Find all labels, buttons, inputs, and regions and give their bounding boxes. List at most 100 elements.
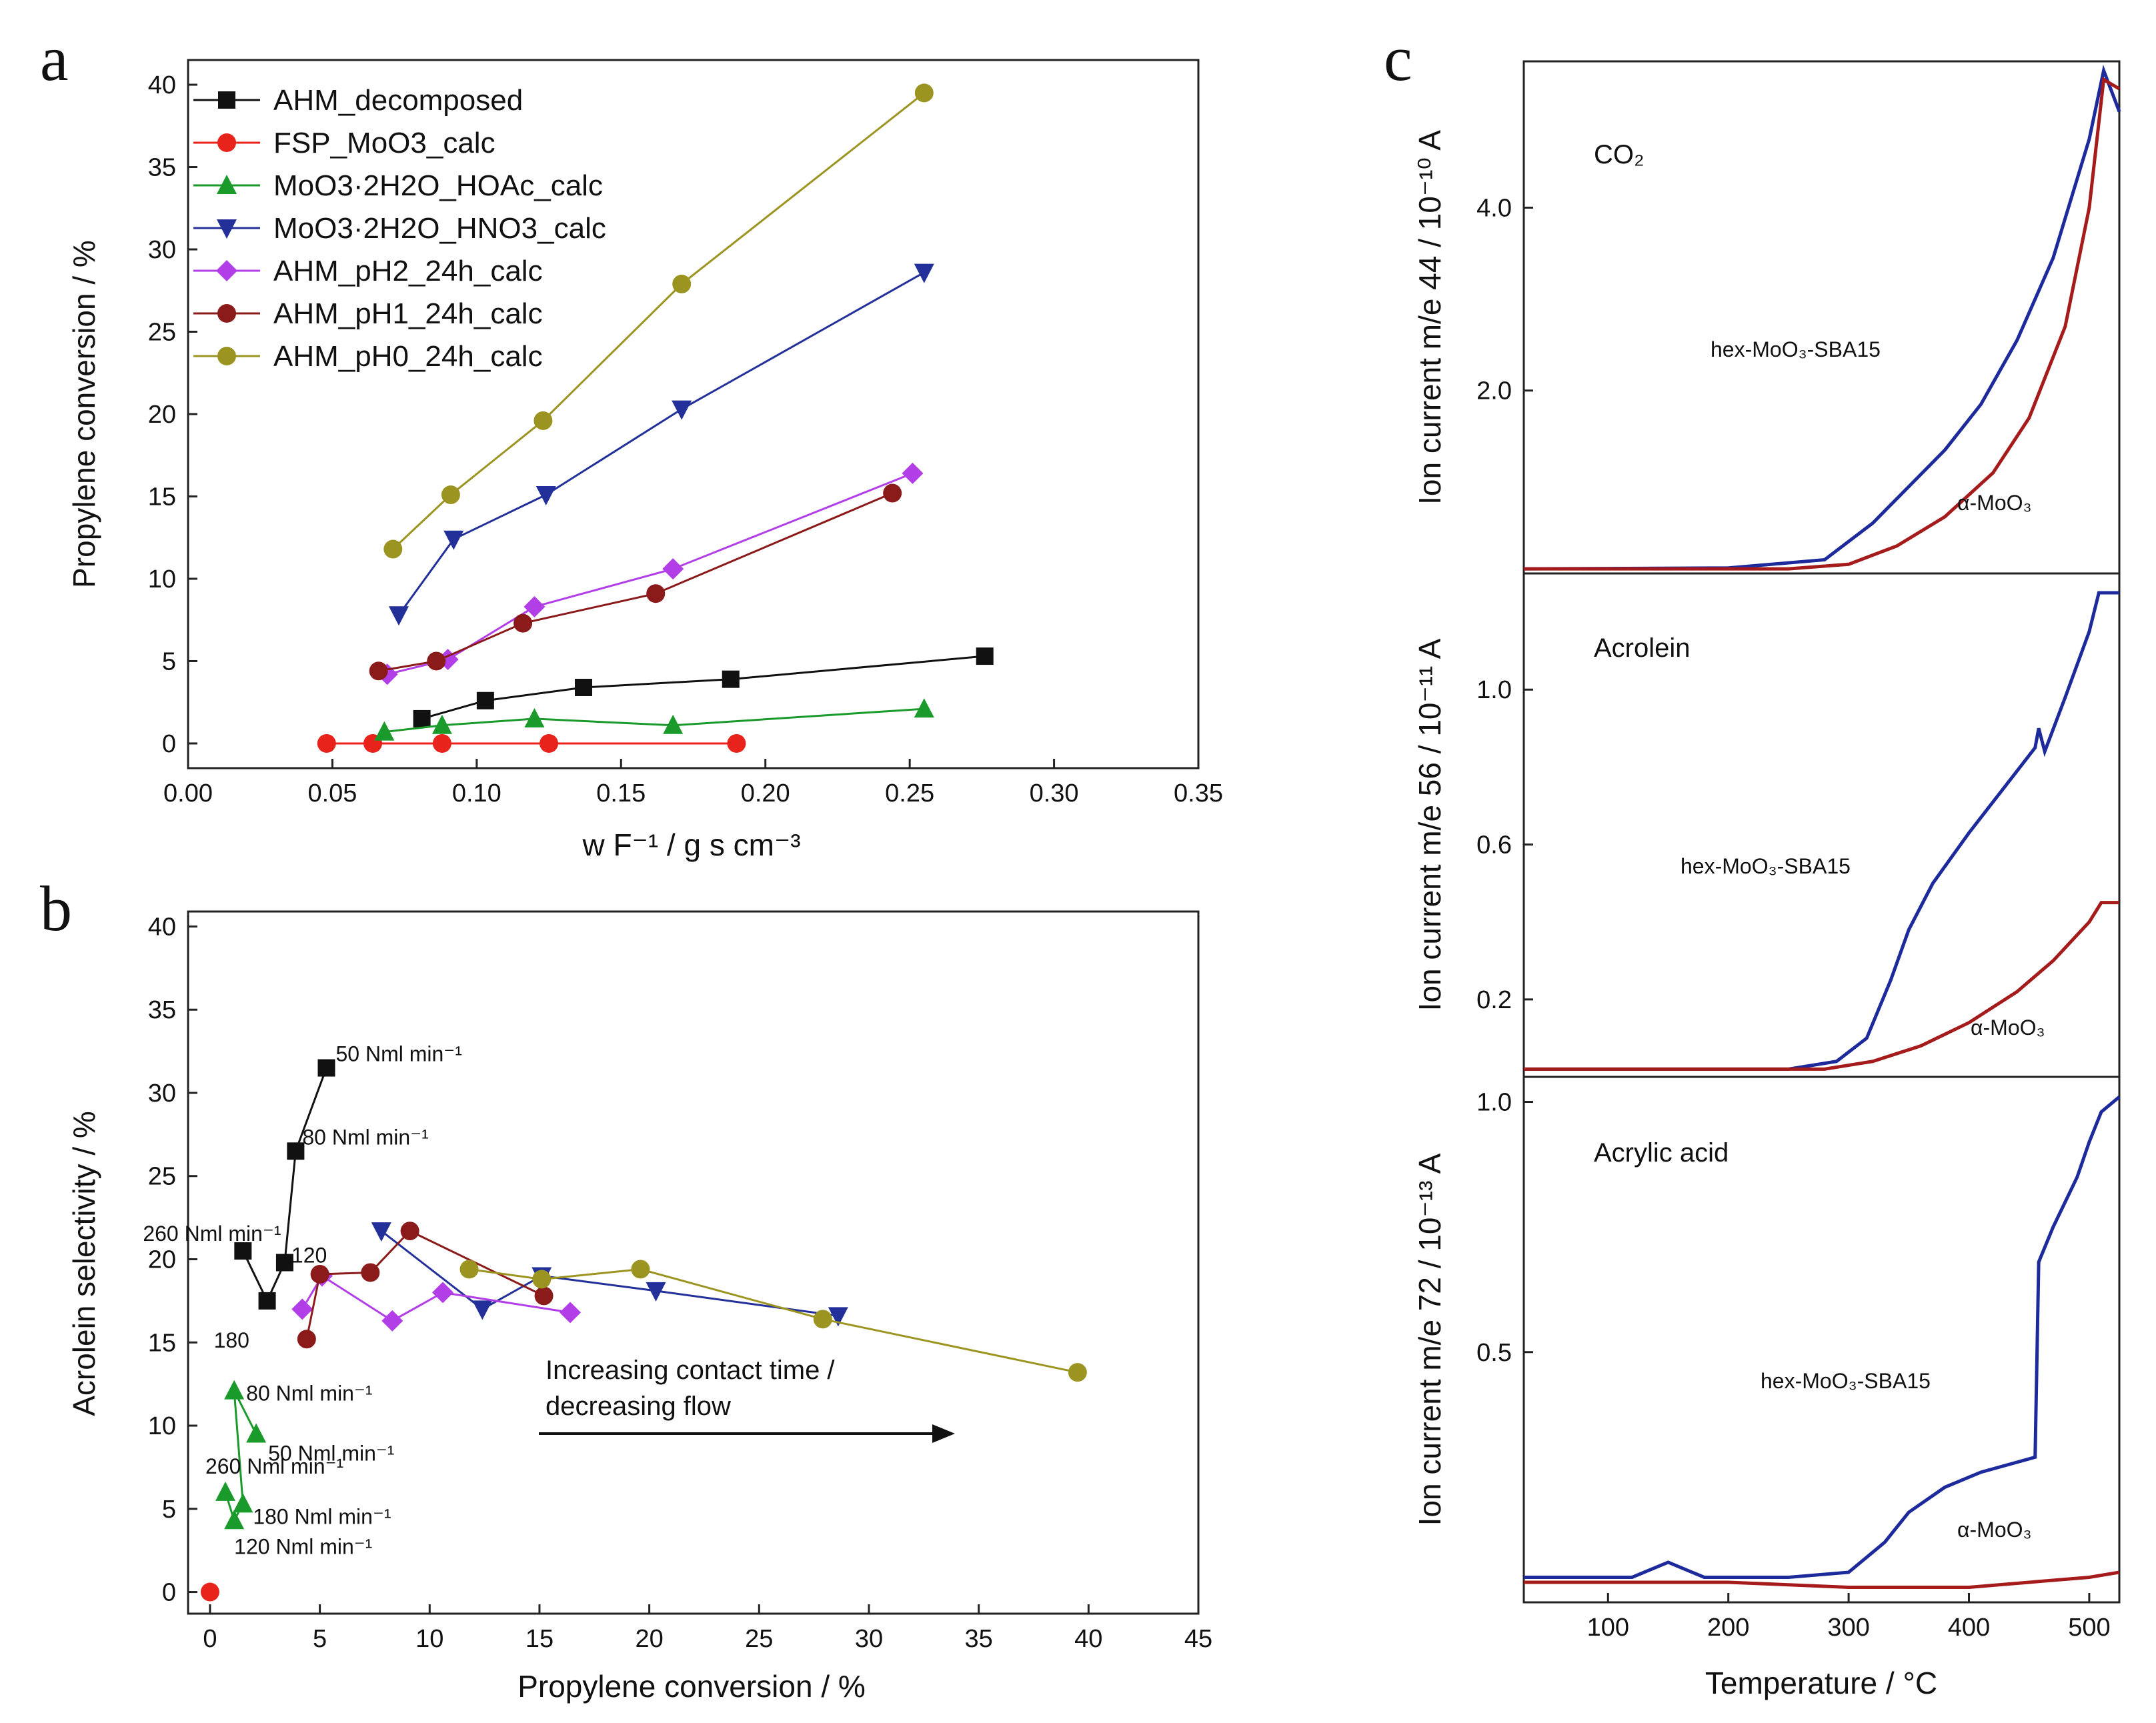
panel-a-series-6-point (383, 539, 403, 559)
panel-c1-series-1-line (1524, 77, 2121, 571)
panel-b-series-3-point (371, 1222, 391, 1242)
panel-b: 0 5 10 15 20 25 30 35 40 45 0 5 10 15 20 25 30 35 40 260 N… (67, 910, 1212, 1704)
panel-a-xtick-label: 0.25 (885, 779, 934, 807)
panel-b-xtick-label: 10 (415, 1625, 443, 1653)
panel-a-series-6-point (533, 411, 553, 430)
panel-b-xtick-label: 20 (635, 1625, 663, 1653)
legend-label-3: MoO3·2H2O_HNO3_calc (273, 212, 606, 245)
panel-a-series-0-point (976, 647, 994, 665)
panel-a-ytick-label: 40 (148, 71, 176, 99)
panel-b-series-5-point (361, 1263, 380, 1282)
panel-c3-label-alpha: α-MoO₃ (1957, 1518, 2032, 1542)
panel-b-xtick-label: 25 (745, 1625, 773, 1653)
panel-b-series-4-point (291, 1298, 313, 1320)
panel-a-ylabel: Propylene conversion / % (67, 240, 101, 588)
legend-marker-4 (216, 260, 237, 281)
panel-b-point-label: 260 Nml min⁻¹ (205, 1454, 343, 1478)
panel-a-xtick-label: 0.15 (596, 779, 646, 807)
panel-a-series-1-point (432, 733, 451, 753)
panel-c3-ytick-label: 0.5 (1476, 1339, 1512, 1367)
panel-b-ylabel: Acrolein selectivity / % (67, 1111, 101, 1416)
panel-b-series-6-point (1068, 1363, 1087, 1382)
legend-marker-1 (217, 133, 236, 152)
panel-c1-ytick-label: 4.0 (1476, 194, 1512, 222)
panel-a-xtick-label: 0.00 (163, 779, 213, 807)
panel-b-series-6-point (813, 1310, 832, 1329)
panel-c3-ytick-label: 1.0 (1476, 1089, 1512, 1117)
panel-label-c: c (1384, 23, 1412, 94)
legend-label-1: FSP_MoO3_calc (273, 127, 495, 159)
panel-a-ytick-label: 15 (148, 483, 176, 511)
panel-a-series-5-point (513, 613, 533, 633)
panel-a-series-0-line (421, 655, 985, 720)
panel-a-series-6-point (441, 485, 460, 505)
legend-marker-5 (217, 304, 236, 323)
panel-a-series-0-point (575, 678, 593, 696)
panel-b-series-2-point (215, 1481, 235, 1501)
legend-label-4: AHM_pH2_24h_calc (273, 255, 543, 287)
legend-marker-0 (218, 91, 235, 109)
panel-c2-ytick-label: 0.2 (1476, 986, 1512, 1014)
panel-c1-label-hex: hex-MoO₃-SBA15 (1711, 337, 1881, 361)
panel-b-series-5-point (310, 1264, 329, 1284)
panel-b-xtick-label: 35 (965, 1625, 993, 1653)
panel-c1-ylabel: Ion current m/e 44 / 10⁻¹⁰ A (1412, 130, 1447, 505)
panel-a-series-3-point (672, 400, 692, 420)
arrow-label-line2: decreasing flow (546, 1392, 731, 1421)
panel-b-series-5-point (297, 1330, 316, 1349)
panel-c-xlabel: Temperature / °C (1705, 1666, 1937, 1700)
panel-c3-frame (1522, 1076, 2121, 1604)
panel-b-xlabel: Propylene conversion / % (517, 1669, 866, 1704)
panel-b-series-3-point (828, 1307, 848, 1327)
panel-a: 0.00 0.05 0.10 0.15 0.20 0.25 0.30 0.35 0 5 10 15 20… (67, 59, 1223, 862)
panel-a-series-0-point (722, 670, 740, 688)
panel-c2-label-alpha: α-MoO₃ (1971, 1016, 2045, 1040)
panel-b-point-label: 80 Nml min⁻¹ (302, 1125, 428, 1149)
panel-b-ytick-label: 20 (148, 1246, 176, 1274)
panel-b-series-3-point (646, 1282, 666, 1302)
panel-b-frame (187, 910, 1200, 1615)
panel-b-series-0-point (275, 1254, 293, 1272)
panel-a-ytick-label: 35 (148, 154, 176, 182)
panel-a-series-3-point (388, 606, 409, 626)
panel-a-ytick-label: 5 (162, 647, 176, 675)
panel-b-series-0-point (287, 1142, 305, 1160)
panel-a-series-1-point (317, 733, 336, 753)
panel-c3-xtick-label: 500 (2068, 1614, 2110, 1642)
panel-a-xtick-label: 0.10 (452, 779, 501, 807)
panel-b-ytick-label: 35 (148, 996, 176, 1024)
panel-b-series-4-point (381, 1310, 403, 1332)
panel-b-series-5-line (305, 1230, 545, 1340)
panel-b-series-6-point (532, 1270, 552, 1289)
panel-b-ytick-label: 30 (148, 1080, 176, 1108)
panel-a-series-2-point (524, 707, 545, 727)
panel-b-series-5-point (400, 1222, 419, 1241)
legend-label-2: MoO3·2H2O_HOAc_calc (273, 169, 603, 202)
panel-b-ytick-label: 25 (148, 1163, 176, 1191)
panel-c2-ylabel: Ion current m/e 56 / 10⁻¹¹ A (1412, 638, 1447, 1011)
legend-marker-3 (217, 219, 237, 239)
panel-a-xtick-label: 0.05 (307, 779, 357, 807)
panel-a-series-2-point (431, 714, 452, 734)
panel-c: 2.0 4.0 0.2 0.6 1.0 100 200 300 400 500 0.5 1.0 CO₂… (1412, 60, 2121, 1700)
panel-b-ytick-label: 10 (148, 1412, 176, 1440)
panel-a-series-4-point (523, 595, 546, 617)
panel-a-series-2-point (663, 714, 684, 734)
panel-c2-ytick-label: 1.0 (1476, 676, 1512, 704)
panel-a-series-5-point (369, 661, 388, 681)
panel-b-ytick-label: 5 (162, 1496, 176, 1524)
panel-b-point-label: 180 Nml min⁻¹ (253, 1504, 391, 1528)
legend-label-5: AHM_pH1_24h_calc (273, 297, 543, 330)
panel-b-point-label: 80 Nml min⁻¹ (246, 1382, 372, 1406)
panel-a-ytick-label: 10 (148, 565, 176, 593)
panel-a-series-5-point (646, 584, 666, 603)
panel-c3-xtick-label: 400 (1948, 1614, 1990, 1642)
panel-b-xtick-label: 5 (313, 1625, 327, 1653)
panel-b-ytick-label: 15 (148, 1329, 176, 1357)
panel-c1-series-0-line (1523, 64, 2121, 571)
panel-b-series-4-point (432, 1282, 454, 1304)
panel-b-series-2-point (224, 1510, 245, 1530)
legend-marker-6 (217, 347, 236, 365)
panel-b-point-label: 180 (214, 1328, 249, 1352)
panel-b-xtick-label: 0 (203, 1625, 217, 1653)
